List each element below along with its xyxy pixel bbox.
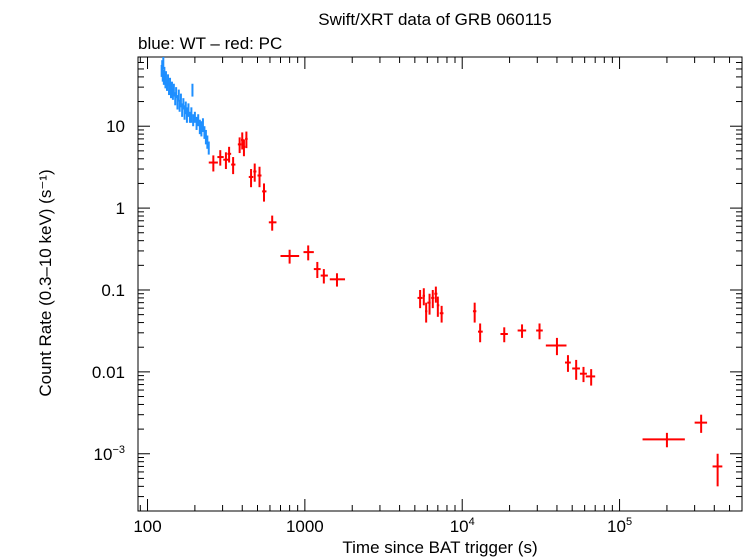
pc-point (572, 359, 580, 380)
tick-labels: 100 1000 104 105 10 1 0.1 0.01 10−3 (92, 117, 632, 536)
x-tick-label: 105 (607, 516, 632, 536)
pc-point (253, 163, 257, 182)
chart-subtitle: blue: WT – red: PC (138, 34, 282, 53)
pc-point (227, 146, 232, 163)
pc-point (427, 293, 431, 315)
pc-point (500, 327, 508, 343)
pc-point (434, 286, 438, 303)
pc-point (424, 302, 428, 323)
pc-point (545, 337, 567, 356)
pc-point (245, 131, 248, 149)
series-pc (208, 131, 723, 487)
pc-point (280, 249, 300, 264)
y-axis-label: Count Rate (0.3–10 keV) (s⁻¹) (36, 169, 55, 396)
pc-point (257, 166, 262, 188)
chart-title: Swift/XRT data of GRB 060115 (318, 10, 551, 29)
pc-point (472, 302, 477, 323)
pc-point (694, 414, 708, 433)
pc-point (439, 305, 444, 323)
pc-point (248, 169, 254, 188)
pc-point (579, 366, 587, 383)
pc-point (478, 323, 483, 343)
data-marks (160, 57, 723, 487)
pc-point (712, 453, 723, 487)
y-tick-label: 10 (106, 117, 125, 136)
x-tick-label: 1000 (286, 517, 324, 536)
pc-point (217, 150, 224, 166)
pc-point (431, 289, 435, 309)
x-tick-label: 104 (450, 516, 475, 536)
series-wt (160, 57, 210, 155)
y-tick-label: 0.1 (101, 281, 125, 300)
pc-point (536, 323, 543, 340)
pc-point (268, 215, 277, 231)
pc-point (231, 157, 236, 175)
pc-point (422, 288, 425, 306)
pc-point (436, 296, 440, 317)
pc-point (417, 289, 423, 309)
pc-point (303, 245, 314, 261)
pc-point (564, 355, 571, 372)
pc-point (242, 139, 246, 157)
y-tick-label: 10−3 (94, 444, 125, 464)
pc-point (642, 432, 685, 448)
pc-point (320, 269, 328, 284)
pc-point (313, 261, 321, 279)
pc-point (262, 183, 267, 202)
pc-point (585, 369, 596, 386)
pc-point (208, 155, 218, 172)
x-tick-label: 100 (133, 517, 161, 536)
pc-point (329, 273, 346, 287)
y-tick-label: 0.01 (92, 363, 125, 382)
pc-point (517, 324, 527, 338)
axis-ticks (138, 56, 743, 512)
x-axis-label: Time since BAT trigger (s) (342, 538, 537, 557)
y-tick-label: 1 (116, 199, 125, 218)
pc-point (237, 137, 242, 154)
plot-frame (137, 56, 743, 512)
